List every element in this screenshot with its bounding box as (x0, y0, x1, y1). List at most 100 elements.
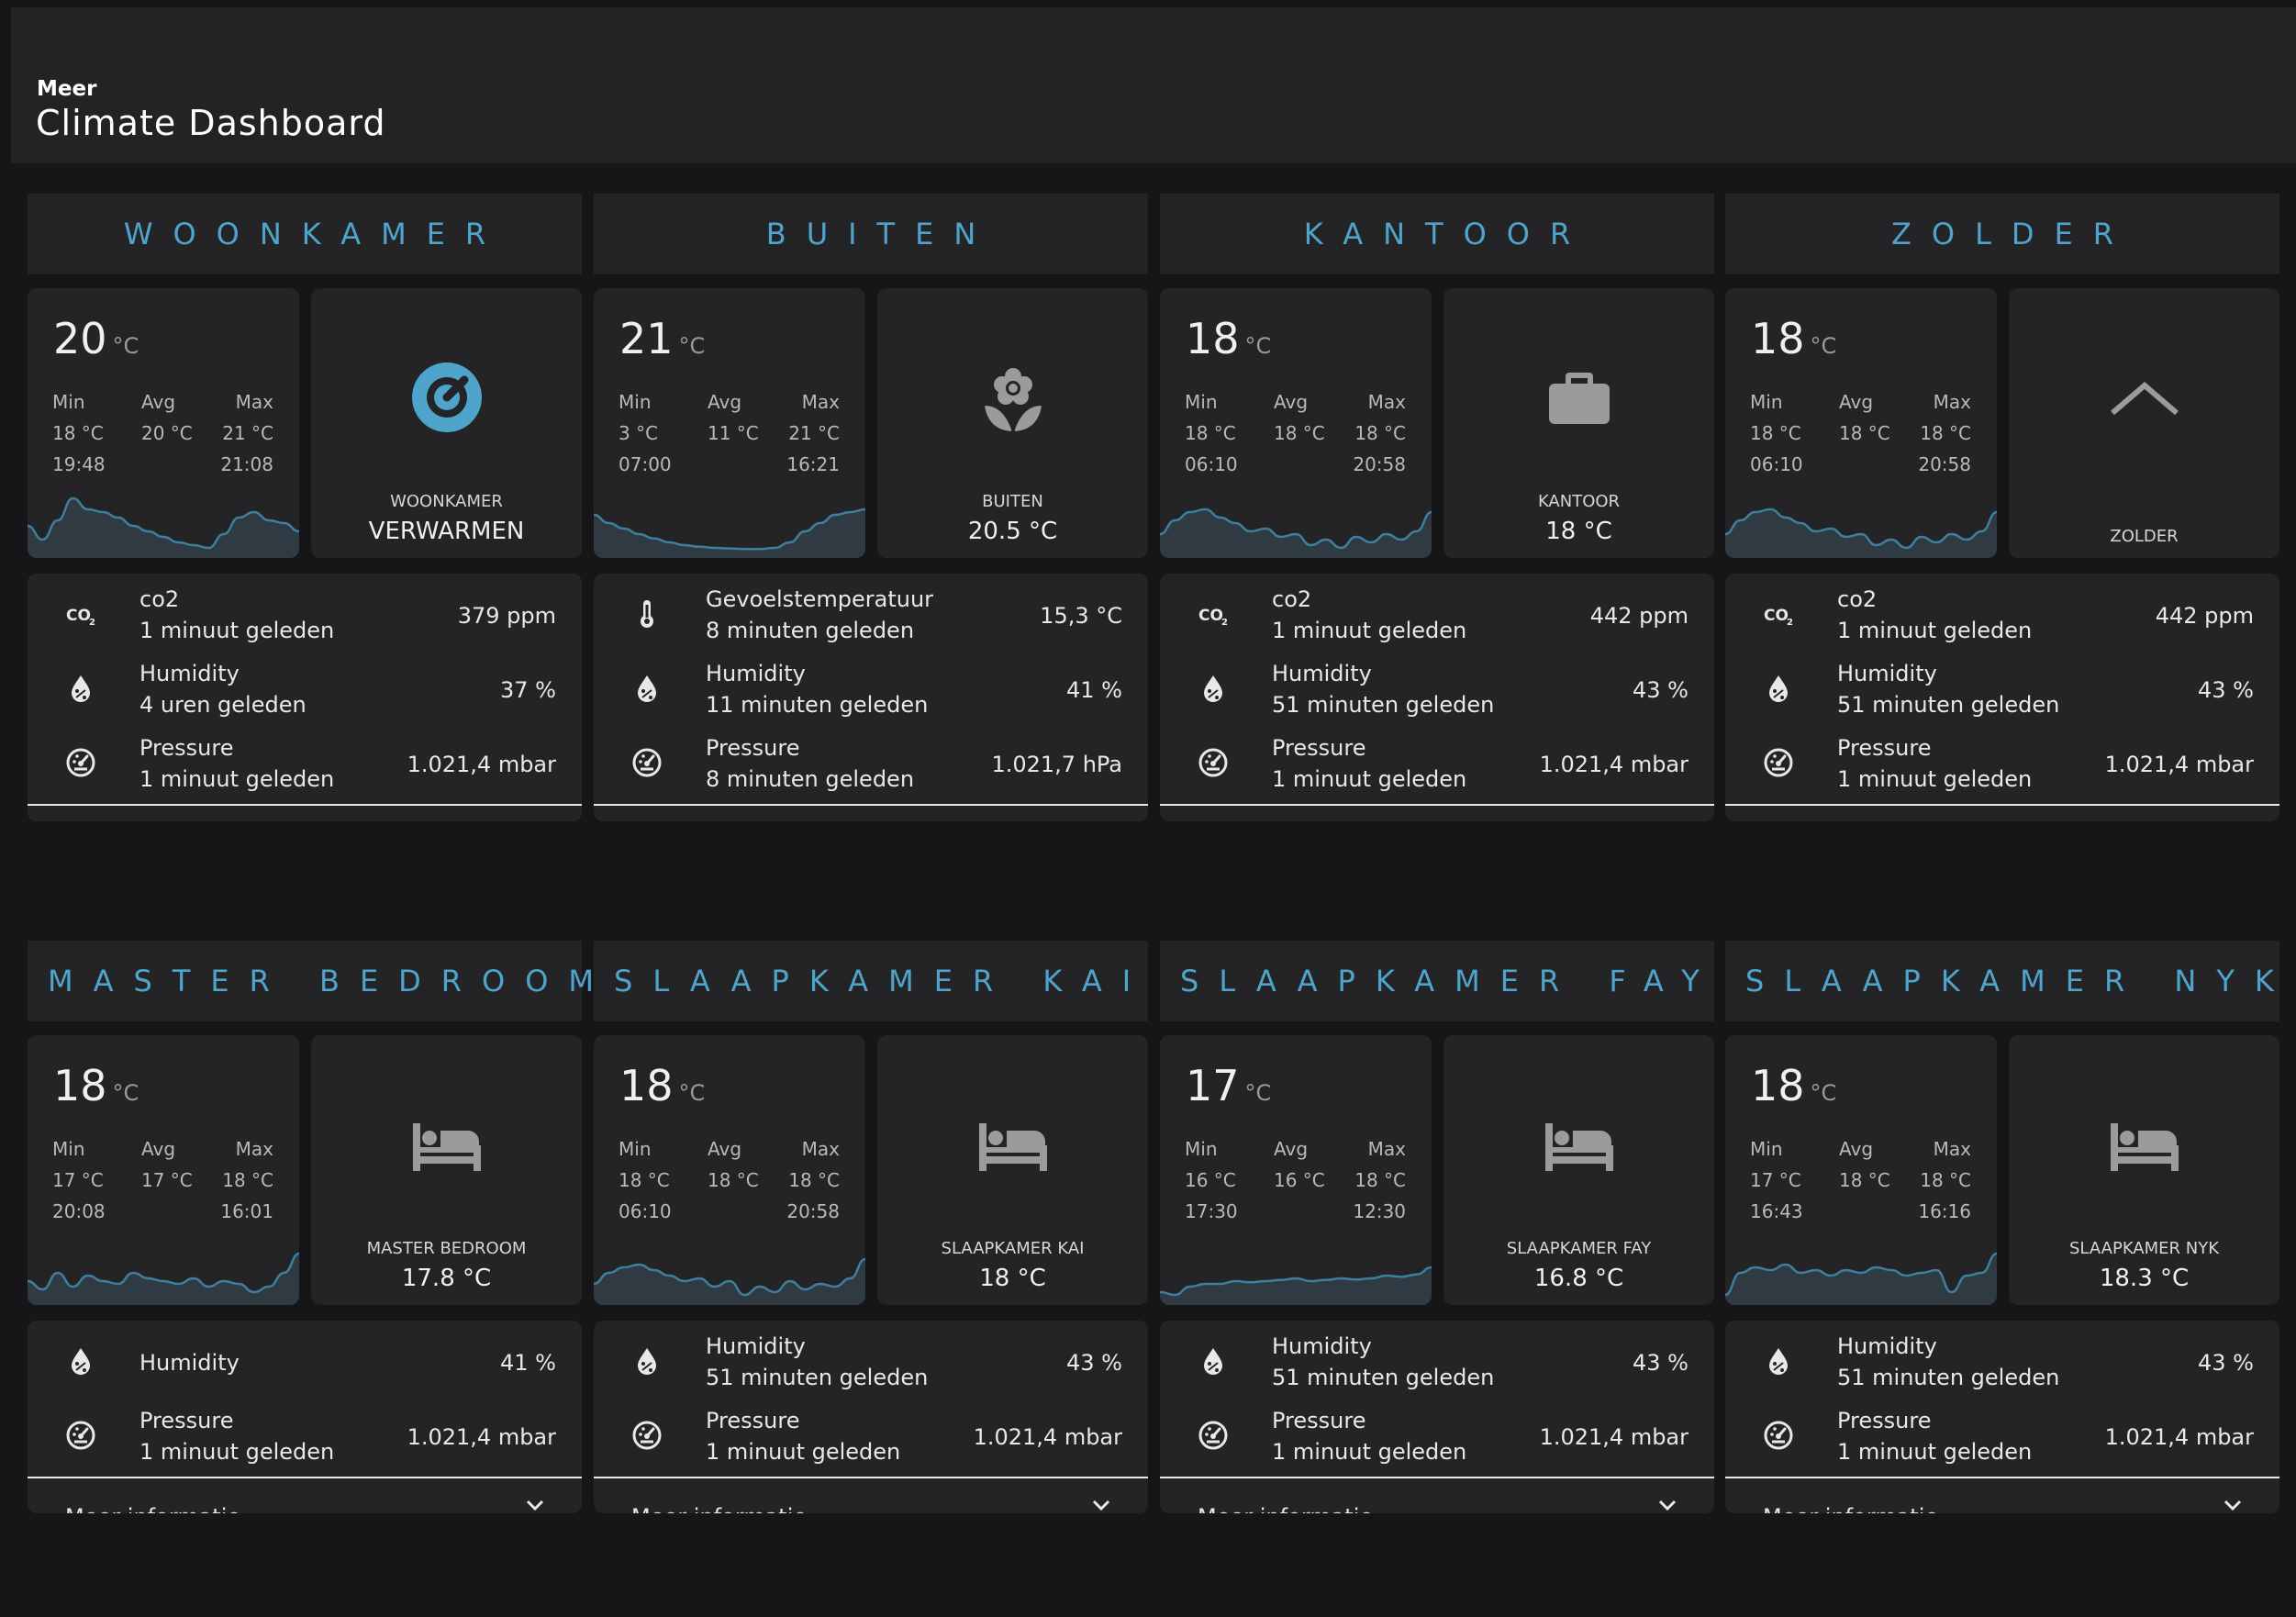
avg-value: 18 °C (1274, 422, 1325, 444)
entity-name: SLAAPKAMER FAY (1506, 1239, 1652, 1258)
chevron-down-icon[interactable] (1089, 1493, 1113, 1513)
room-title: ZOLDER (1725, 194, 2279, 274)
entity-row-value: 1.021,4 mbar (407, 1424, 556, 1450)
entity-row-humidity[interactable]: Humidity 11 minuten geleden 41 % (594, 652, 1148, 725)
temperature-graph-card[interactable]: 20 °C Min Avg Max 18 °C 20 °C 21 °C 19:48 21:08 (28, 288, 299, 558)
chevron-down-icon[interactable] (2221, 820, 2245, 821)
entities-card: Humidity 51 minuten geleden 43 % Pressure 1 … (1725, 1321, 2279, 1513)
chevron-down-icon[interactable] (2221, 1493, 2245, 1513)
min-label: Min (52, 1138, 85, 1160)
entity-row-name: Humidity (706, 661, 806, 686)
entity-row-co2[interactable]: CO 2 co2 1 minuut geleden 379 ppm (28, 577, 582, 651)
card-divider (28, 1477, 582, 1478)
entity-row-name: Humidity (139, 661, 240, 686)
max-value: 18 °C (1920, 422, 1971, 444)
room-entity-button[interactable]: ZOLDER (2009, 288, 2279, 558)
avg-value: 18 °C (708, 1169, 759, 1191)
entity-row-last-changed: 4 uren geleden (139, 692, 307, 718)
more-info-toggle[interactable]: Meer informatie (1763, 1504, 1938, 1513)
entity-row-humidity[interactable]: Humidity 41 % (28, 1324, 582, 1398)
min-label: Min (619, 1138, 652, 1160)
entity-row-name: Pressure (706, 735, 800, 761)
humidity-icon (1197, 672, 1230, 705)
entity-row-pressure[interactable]: Pressure 1 minuut geleden 1.021,4 mbar (28, 726, 582, 799)
min-time: 16:43 (1750, 1200, 1803, 1222)
humidity-icon (64, 1344, 97, 1377)
entity-row-pressure[interactable]: Pressure 1 minuut geleden 1.021,4 mbar (594, 1399, 1148, 1472)
temperature-graph-card[interactable]: 18 °C Min Avg Max 17 °C 18 °C 18 °C 16:43 16:16 (1725, 1035, 1997, 1305)
entity-row-value: 1.021,4 mbar (1539, 1424, 1689, 1450)
entity-row-last-changed: 1 minuut geleden (1837, 618, 2033, 643)
avg-label: Avg (1839, 1138, 1874, 1160)
temperature-graph-card[interactable]: 21 °C Min Avg Max 3 °C 11 °C 21 °C 07:00 16:21 (594, 288, 865, 558)
chevron-down-icon[interactable] (523, 1493, 547, 1513)
more-info-toggle[interactable]: Meer informatie (65, 1504, 240, 1513)
min-time: 06:10 (619, 1200, 672, 1222)
temperature-graph-card[interactable]: 18 °C Min Avg Max 18 °C 18 °C 18 °C 06:10 20:58 (1725, 288, 1997, 558)
chevron-down-icon[interactable] (1655, 820, 1679, 821)
room-entity-button[interactable]: WOONKAMER VERWARMEN (311, 288, 582, 558)
entity-row-humidity[interactable]: Humidity 51 minuten geleden 43 % (1725, 652, 2279, 725)
bed-icon (409, 1107, 485, 1182)
pressure-icon (630, 746, 663, 779)
entity-row-name: Humidity (1272, 661, 1372, 686)
chevron-down-icon[interactable] (523, 820, 547, 821)
temperature-graph-card[interactable]: 18 °C Min Avg Max 18 °C 18 °C 18 °C 06:10 20:58 (1160, 288, 1432, 558)
room-entity-button[interactable]: SLAAPKAMER NYK 18.3 °C (2009, 1035, 2279, 1305)
entity-row-last-changed: 1 minuut geleden (139, 766, 335, 792)
humidity-icon (630, 1344, 663, 1377)
entity-row-humidity[interactable]: Humidity 4 uren geleden 37 % (28, 652, 582, 725)
entity-row-humidity[interactable]: Humidity 51 minuten geleden 43 % (594, 1324, 1148, 1398)
humidity-icon (1197, 1344, 1230, 1377)
entity-row-co2[interactable]: CO 2 co2 1 minuut geleden 442 ppm (1725, 577, 2279, 651)
avg-value: 11 °C (708, 422, 759, 444)
entity-row-pressure[interactable]: Pressure 1 minuut geleden 1.021,4 mbar (1725, 1399, 2279, 1472)
entity-row-co2[interactable]: CO 2 co2 1 minuut geleden 442 ppm (1160, 577, 1714, 651)
entity-row-last-changed: 1 minuut geleden (706, 1439, 901, 1465)
room-entity-button[interactable]: KANTOOR 18 °C (1443, 288, 1714, 558)
room-entity-button[interactable]: SLAAPKAMER KAI 18 °C (877, 1035, 1148, 1305)
entity-name: MASTER BEDROOM (366, 1239, 527, 1258)
entity-row-pressure[interactable]: Pressure 1 minuut geleden 1.021,4 mbar (1160, 1399, 1714, 1472)
entity-row-pressure[interactable]: Pressure 1 minuut geleden 1.021,4 mbar (28, 1399, 582, 1472)
humidity-icon (1762, 1344, 1795, 1377)
entity-row-name: Humidity (139, 1350, 240, 1376)
briefcase-icon (1542, 360, 1617, 435)
pressure-icon (1762, 1419, 1795, 1452)
pressure-icon (64, 746, 97, 779)
temperature-unit: °C (1244, 1080, 1272, 1106)
entity-row-name: co2 (1272, 586, 1312, 612)
entities-card: CO 2 co2 1 minuut geleden 442 ppm Humidity 51 … (1160, 574, 1714, 821)
current-temperature: 18 °C (619, 1061, 706, 1110)
chevron-down-icon[interactable] (1089, 820, 1113, 821)
temperature-graph-card[interactable]: 18 °C Min Avg Max 18 °C 18 °C 18 °C 06:10 20:58 (594, 1035, 865, 1305)
temperature-sparkline (1725, 1252, 1997, 1305)
chevron-down-icon[interactable] (1655, 1493, 1679, 1513)
entity-name: SLAAPKAMER KAI (941, 1239, 1085, 1258)
humidity-icon (64, 672, 97, 705)
svg-text:2: 2 (1787, 618, 1793, 628)
temperature-graph-card[interactable]: 17 °C Min Avg Max 16 °C 16 °C 18 °C 17:30 12:30 (1160, 1035, 1432, 1305)
room-entity-button[interactable]: BUITEN 20.5 °C (877, 288, 1148, 558)
room-entity-button[interactable]: MASTER BEDROOM 17.8 °C (311, 1035, 582, 1305)
avg-label: Avg (708, 391, 742, 413)
temperature-unit: °C (678, 1080, 706, 1106)
entity-row-humidity[interactable]: Humidity 51 minuten geleden 43 % (1725, 1324, 2279, 1398)
entity-row-value: 1.021,4 mbar (973, 1424, 1122, 1450)
room-entity-button[interactable]: SLAAPKAMER FAY 16.8 °C (1443, 1035, 1714, 1305)
entity-name: WOONKAMER (390, 492, 503, 511)
entity-row-humidity[interactable]: Humidity 51 minuten geleden 43 % (1160, 652, 1714, 725)
entity-row-pressure[interactable]: Pressure 1 minuut geleden 1.021,4 mbar (1725, 726, 2279, 799)
entity-row-last-changed: 51 minuten geleden (1837, 1365, 2060, 1390)
entity-row-pressure[interactable]: Pressure 8 minuten geleden 1.021,7 hPa (594, 726, 1148, 799)
more-info-toggle[interactable]: Meer informatie (631, 1504, 807, 1513)
entities-card: Gevoelstemperatuur 8 minuten geleden 15,3 … (594, 574, 1148, 821)
entity-row-pressure[interactable]: Pressure 1 minuut geleden 1.021,4 mbar (1160, 726, 1714, 799)
temperature-unit: °C (1810, 333, 1837, 359)
entity-row-name: Humidity (1837, 1333, 1937, 1359)
entity-row-gevoelstemperatuur[interactable]: Gevoelstemperatuur 8 minuten geleden 15,3 … (594, 577, 1148, 651)
more-info-toggle[interactable]: Meer informatie (1198, 1504, 1373, 1513)
entity-row-humidity[interactable]: Humidity 51 minuten geleden 43 % (1160, 1324, 1714, 1398)
avg-label: Avg (141, 391, 176, 413)
temperature-graph-card[interactable]: 18 °C Min Avg Max 17 °C 17 °C 18 °C 20:08 16:01 (28, 1035, 299, 1305)
